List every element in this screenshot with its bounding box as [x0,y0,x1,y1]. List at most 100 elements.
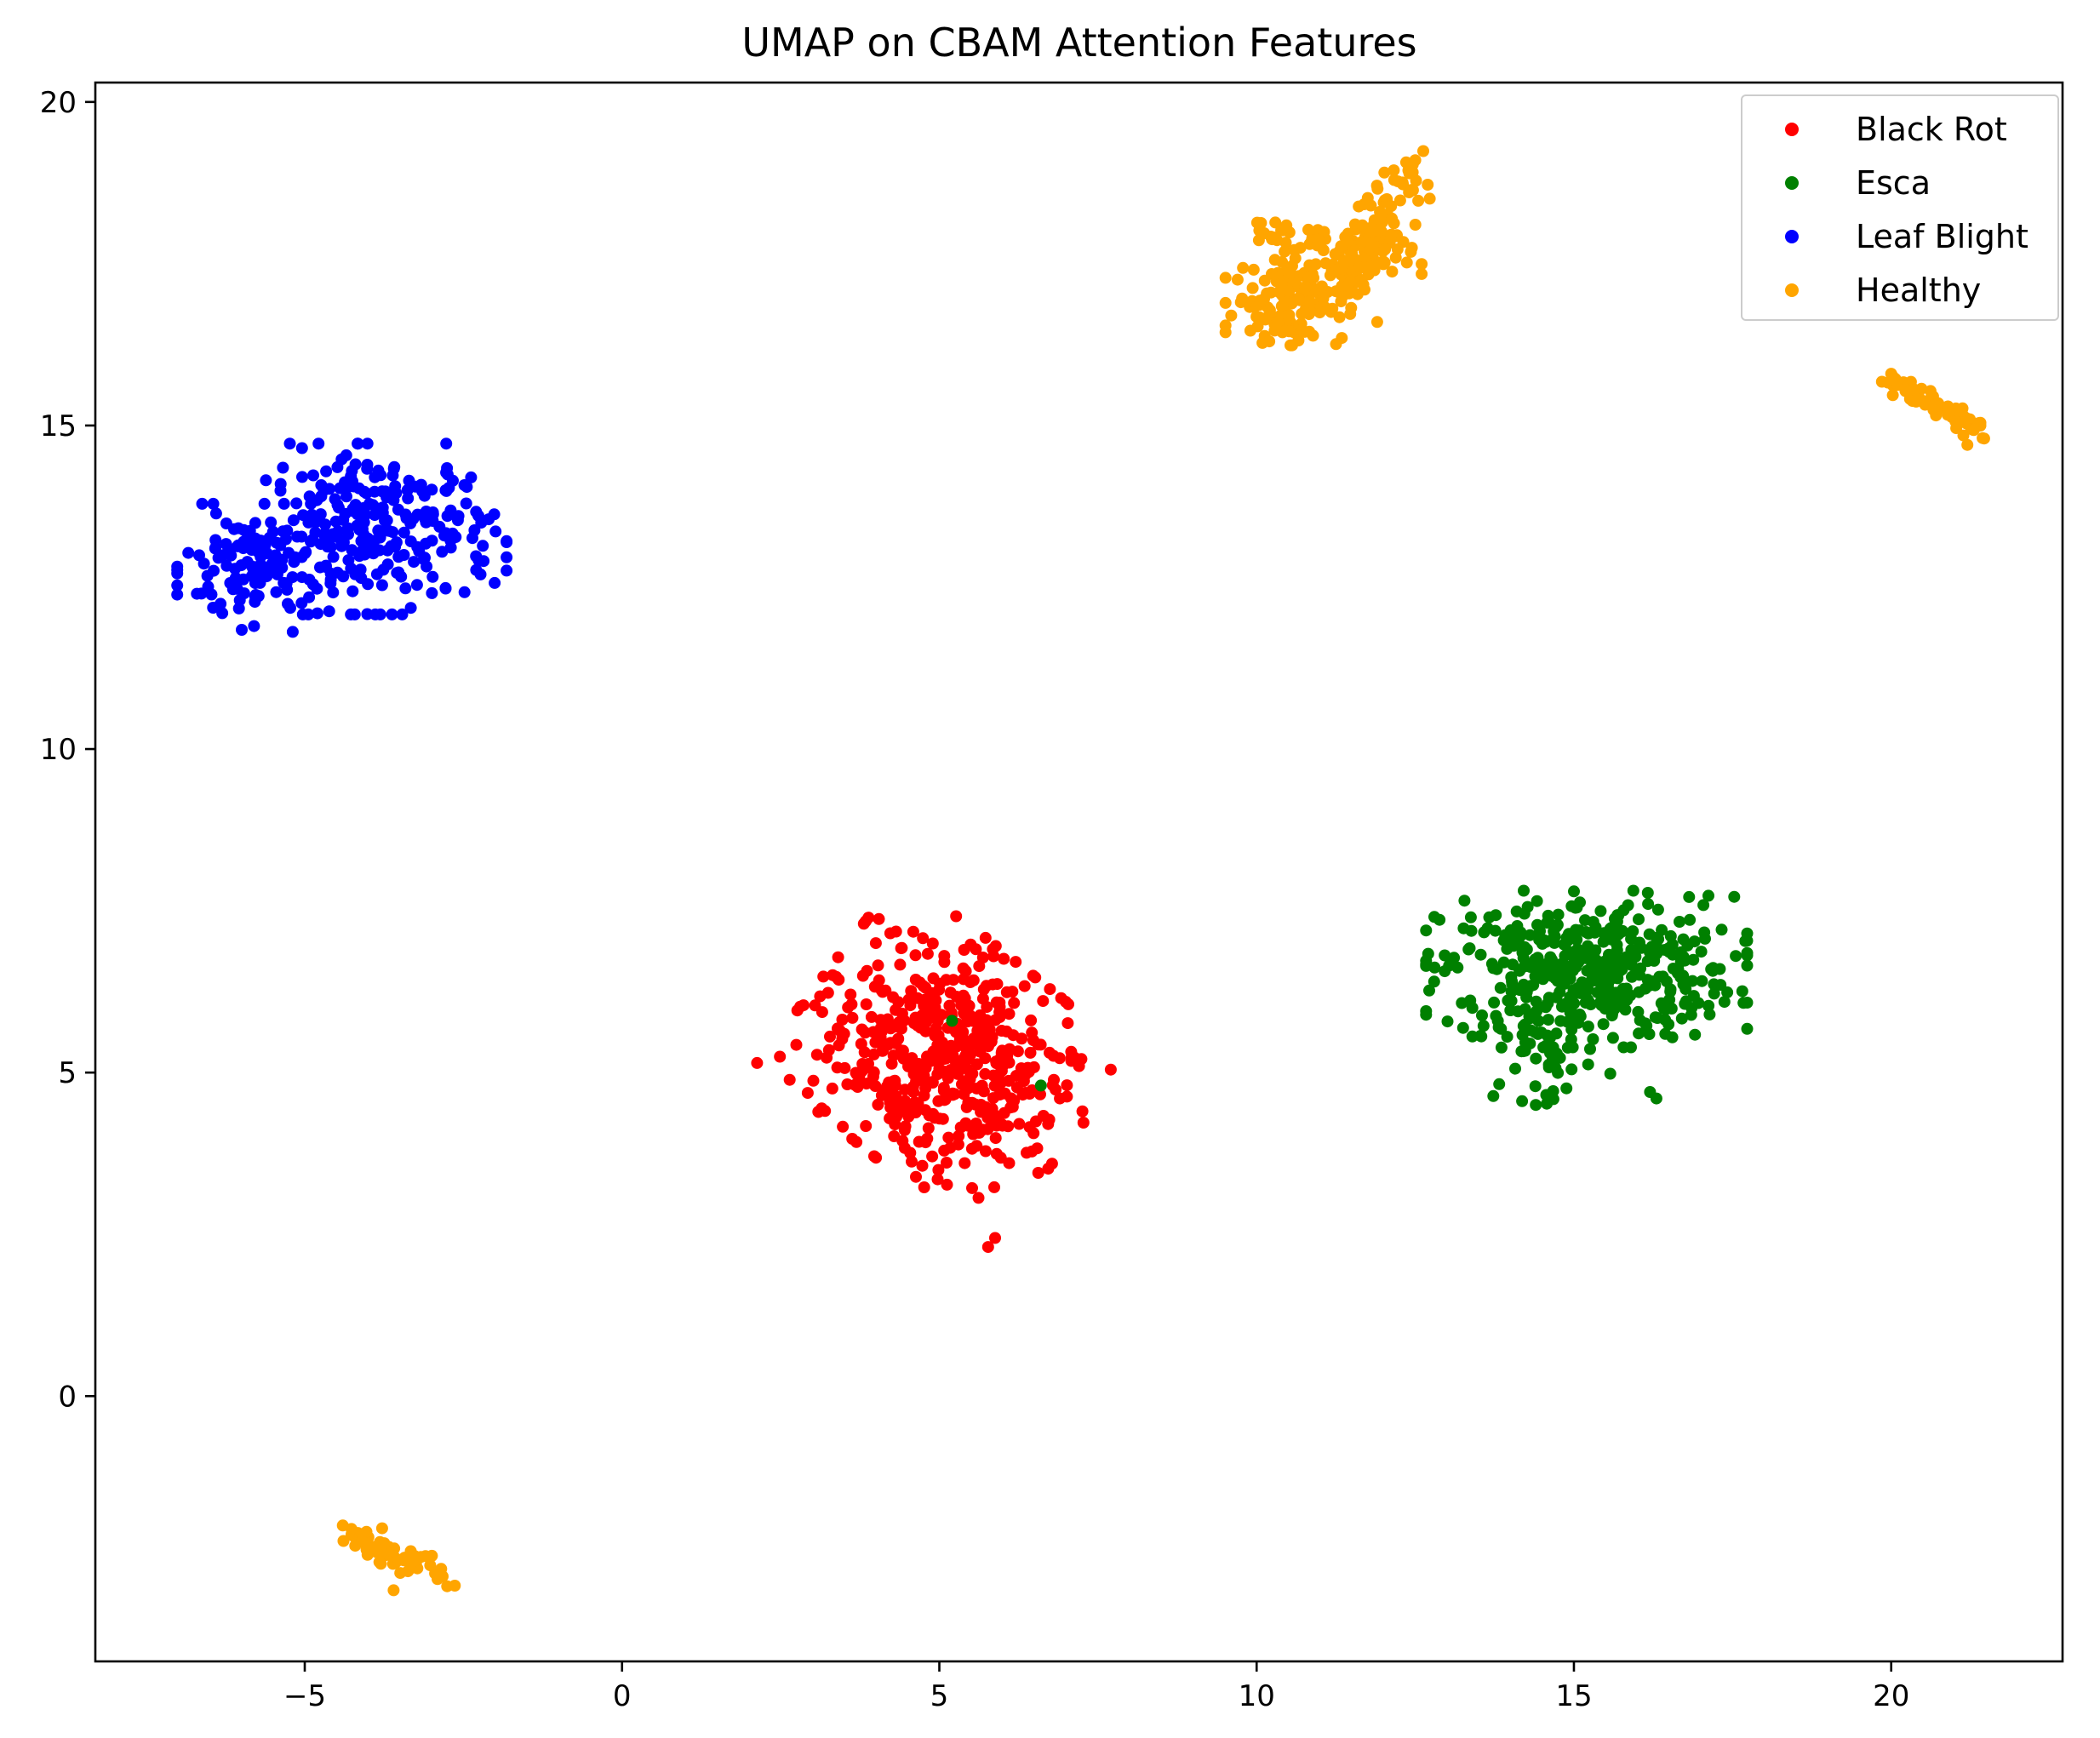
data-point [1255,217,1267,229]
data-point [1957,429,1970,442]
data-point [1599,962,1611,975]
data-point [1219,272,1232,284]
data-point [278,497,290,510]
data-point [962,1082,975,1095]
data-point [1308,283,1321,295]
data-point [260,474,272,487]
data-point [922,1122,935,1135]
data-point [918,1181,930,1193]
data-point [1633,1027,1645,1040]
data-point [919,1082,932,1095]
data-point [1034,1079,1047,1092]
data-point [424,1559,437,1572]
data-point [1361,192,1374,204]
data-point [1736,985,1748,998]
data-point [1587,916,1599,929]
data-point [1677,978,1690,991]
data-point [386,469,399,482]
data-point [989,1132,1002,1145]
data-point [873,974,885,986]
data-point [466,532,478,545]
data-point [1037,995,1050,1008]
data-point [1283,325,1296,338]
legend-box [1741,94,2059,321]
data-point [1698,926,1711,939]
data-point [358,516,370,529]
data-point [258,497,271,510]
data-point [1530,1099,1542,1112]
data-point [1515,1045,1528,1058]
y-tick-label: 15 [40,409,77,443]
data-point [1304,270,1317,283]
data-point [1642,898,1655,911]
data-point [987,1092,999,1105]
data-point [1278,296,1290,309]
data-point [887,1094,900,1106]
data-point [1718,996,1731,1009]
data-point [1539,1001,1552,1014]
data-point [1534,925,1546,937]
data-point [1886,389,1899,402]
series-esca [946,884,1754,1112]
data-point [1582,1021,1594,1033]
data-point [1312,233,1325,246]
data-point [387,1584,400,1597]
data-point [957,962,970,975]
data-point [988,1181,1000,1193]
data-point [1875,375,1888,388]
data-point [979,1145,992,1158]
data-point [947,1089,959,1101]
data-point [1605,922,1617,935]
data-point [1640,1020,1653,1032]
data-point [1034,1088,1046,1101]
data-point [1524,929,1536,941]
data-point [1244,324,1256,337]
data-point [1025,1014,1038,1026]
data-point [1571,981,1584,994]
data-point [295,597,308,609]
data-point [319,518,331,531]
data-point [404,602,417,615]
data-point [946,1015,958,1027]
data-point [1588,926,1601,939]
data-point [801,1087,814,1100]
data-point [419,552,431,564]
x-tick-label: 10 [1239,1679,1275,1713]
data-point [404,535,417,548]
data-point [440,466,453,479]
data-point [919,1061,932,1074]
data-point [1016,1032,1028,1045]
data-point [356,1535,369,1547]
data-point [1054,1092,1067,1105]
data-point [884,1022,897,1035]
data-point [815,1006,828,1019]
data-point [191,587,203,600]
data-point [345,608,358,620]
legend: Black Rot Esca Leaf Blight Healthy [1741,94,2059,321]
data-point [751,1056,764,1069]
data-point [1513,937,1525,950]
data-point [402,492,415,505]
data-point [171,567,184,580]
data-point [1560,1082,1573,1095]
data-point [1365,237,1378,249]
data-point [314,538,327,551]
data-point [1489,924,1502,937]
data-point [1032,1038,1044,1051]
data-point [1565,900,1578,912]
data-point [899,1095,912,1107]
data-point [373,544,386,557]
data-point [870,1152,883,1164]
data-point [1514,926,1527,939]
data-point [387,494,400,506]
data-point [1577,946,1590,959]
data-point [1003,1008,1016,1021]
data-point [1353,200,1365,213]
data-point [953,1129,965,1142]
data-point [1321,303,1334,316]
data-point [1485,958,1498,970]
data-point [375,1558,387,1570]
data-point [890,1003,902,1016]
data-point [1582,1058,1594,1071]
